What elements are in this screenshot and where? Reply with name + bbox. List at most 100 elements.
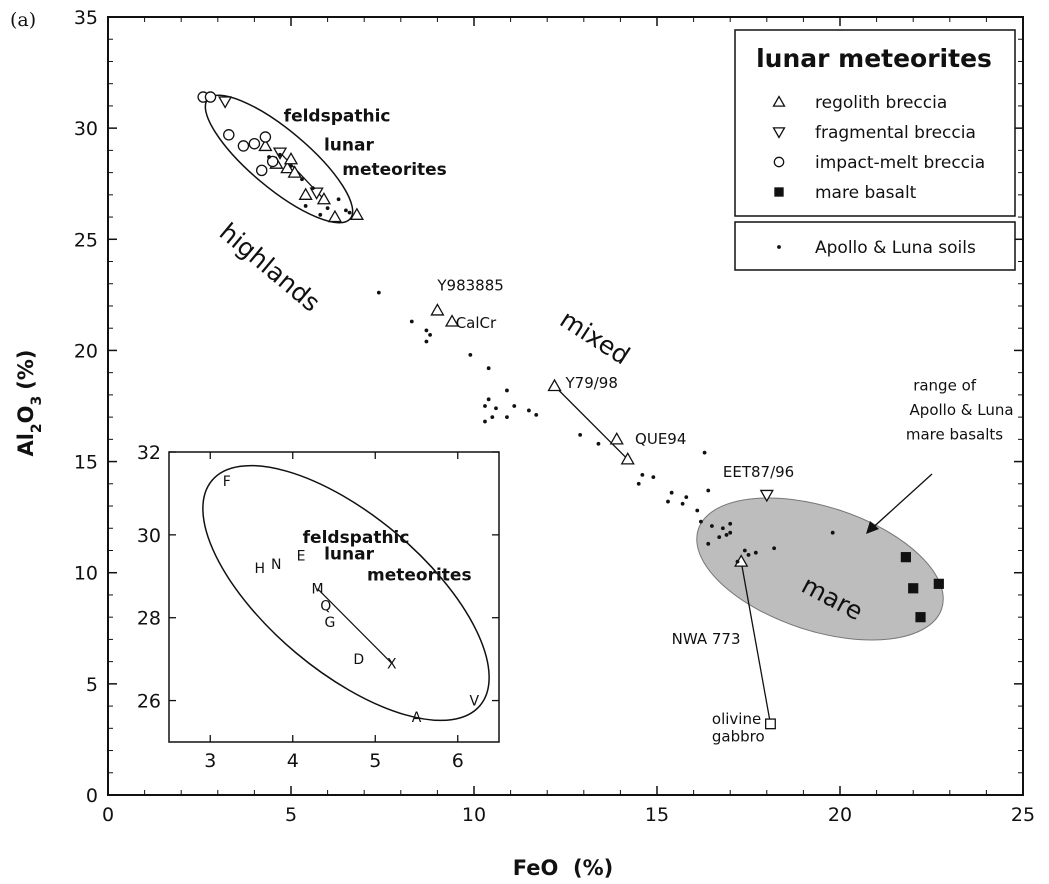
mare-region-ellipse (696, 497, 944, 641)
inset-x-tick-label: 4 (287, 750, 299, 772)
y-tick-label: 0 (86, 785, 98, 807)
apollo-luna-soils-point (318, 212, 323, 217)
apollo-luna-soils-point (728, 530, 733, 535)
regolith-breccia-point (283, 151, 299, 165)
annotation-label: Y79/98 (565, 374, 618, 392)
inset-y-tick-label: 28 (137, 608, 161, 630)
regolith-breccia-point (609, 432, 624, 445)
annotation-label: highlands (214, 217, 326, 317)
legend-entry-label: mare basalt (815, 183, 917, 203)
inset-point-label: H (254, 561, 265, 577)
inset-axis-ticks: 3 4 5 6 26 28 30 32 (137, 442, 499, 772)
apollo-luna-soils-point (494, 406, 498, 411)
annotation-label: feldspathic (284, 106, 391, 126)
legend-marker (772, 127, 786, 139)
apollo-luna-soils-point (706, 541, 711, 546)
legend-marker (773, 156, 785, 168)
y-tick-label: 35 (74, 7, 98, 29)
y-tick-label: 15 (74, 452, 98, 474)
y-tick-label: 25 (74, 229, 98, 251)
x-tick-label: 15 (645, 804, 669, 826)
apollo-luna-soils-point (409, 319, 414, 324)
annotation-label: meteorites (342, 160, 447, 180)
apollo-luna-soils-point (424, 328, 429, 333)
inset-outline-ellipse (202, 464, 490, 722)
apollo-luna-soils-point (742, 548, 747, 553)
inset-y-tick-label: 32 (137, 442, 161, 464)
apollo-luna-soils-point (267, 155, 271, 159)
apollo-luna-soils-point (684, 495, 689, 500)
impact-melt-breccia-point (237, 140, 250, 152)
mare-basalt-point (900, 552, 911, 563)
inset-annotation-label: lunar (324, 545, 375, 565)
y-tick-label: 5 (86, 674, 98, 696)
apollo-luna-soils-point (300, 177, 304, 182)
apollo-luna-soils-point (636, 481, 641, 486)
apollo-luna-soils-point (486, 397, 491, 402)
apollo-luna-soils-point (666, 499, 670, 504)
inset-point-labels: F ENH MQG D X A V (223, 474, 480, 726)
regolith-breccia-point (430, 303, 445, 316)
impact-melt-breccia-point (223, 129, 235, 141)
y-axis-title-o: O (14, 405, 38, 423)
inset-annotation-label: feldspathic (303, 528, 410, 548)
mare-basalt-point (933, 578, 944, 589)
impact-melt-breccia-point (255, 164, 268, 177)
apollo-luna-soils-point (483, 419, 487, 424)
apollo-luna-soils-point (746, 553, 751, 557)
inset-point-label: G (324, 615, 335, 631)
apollo-luna-soils-point (753, 550, 758, 555)
fragmental-breccia-point (217, 96, 233, 109)
apollo-luna-soils-point (347, 210, 352, 215)
apollo-luna-soils-point (376, 290, 381, 295)
y-tick-label: 30 (74, 118, 98, 140)
y-axis-title: Al2O3 (%) (14, 349, 45, 456)
x-tick-label: 10 (462, 804, 486, 826)
inset-x-tick-label: 3 (204, 750, 216, 772)
mare-basalt-point (915, 612, 926, 623)
legend-entries: regolith breccia fragmental breccia impact… (772, 93, 985, 203)
x-tick-label: 0 (102, 804, 114, 826)
soils-legend-box (734, 221, 1016, 271)
apollo-luna-soils-point (706, 488, 711, 493)
inset-y-tick-label: 30 (137, 525, 161, 547)
apollo-luna-soils-point (311, 186, 315, 191)
apollo-luna-soils-point (468, 352, 473, 357)
inset-plot: 3 4 5 6 26 28 30 32 F ENH MQG D X A V feldspathicluna… (137, 442, 500, 772)
y-axis-title-unit: (%) (14, 349, 38, 389)
y-axis-title-al: Al (14, 433, 38, 456)
impact-melt-breccia-point (259, 131, 272, 143)
x-tick-label: 20 (828, 804, 852, 826)
regolith-breccia-point (547, 378, 562, 392)
apollo-luna-soils-point (695, 508, 700, 513)
fragmental-breccia-point (759, 489, 774, 503)
apollo-luna-soils-point (596, 441, 601, 446)
panel-label: (a) (10, 9, 36, 31)
annotation-label: NWA 773 (672, 630, 741, 648)
apollo-luna-soils-point (428, 332, 432, 337)
inset-point-label: N (271, 557, 281, 573)
inset-frame (168, 451, 500, 743)
inset-point-label: E (297, 549, 306, 565)
regolith-breccia-point (316, 191, 332, 205)
regolith-breccia-point (620, 452, 635, 465)
apollo-luna-soils-point (424, 339, 429, 344)
axes-frame (107, 16, 1024, 796)
plot-frame (107, 16, 1024, 796)
annotation-label: CalCr (456, 314, 497, 332)
apollo-luna-soils-point (278, 152, 282, 157)
svg-text:Al2O3(%): Al2O3 (%) (14, 349, 45, 456)
apollo-luna-soils-point (289, 164, 293, 168)
annotation-label: olivine (712, 710, 761, 728)
apollo-luna-soils-point (483, 404, 487, 408)
x-axis-title: FeO (%) (513, 856, 613, 880)
annotation-label: EET87/96 (723, 463, 794, 481)
impact-melt-breccia-point (266, 155, 279, 168)
connector-line (740, 561, 772, 724)
apollo-luna-soils-point (699, 519, 703, 524)
y-tick-label: 20 (74, 340, 98, 362)
legend-entry-label: fragmental breccia (815, 123, 976, 143)
x-tick-label: 25 (1011, 804, 1035, 826)
